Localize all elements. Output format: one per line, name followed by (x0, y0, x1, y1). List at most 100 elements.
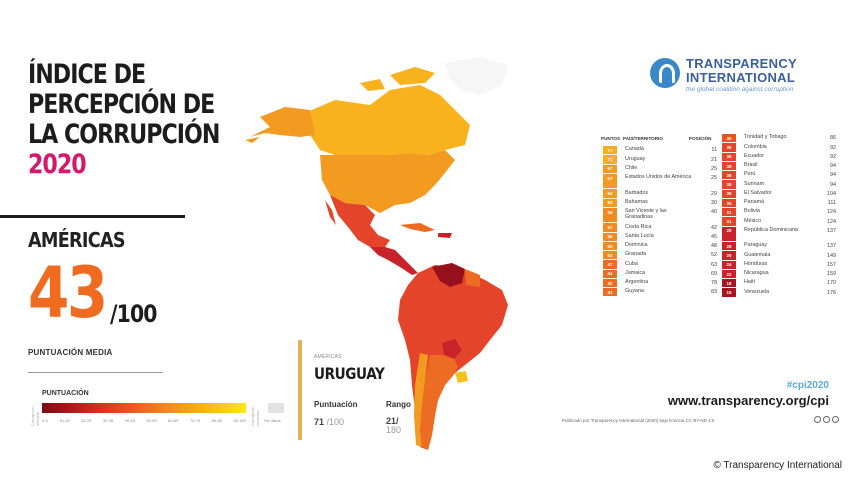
score-swatch: 63 (603, 198, 617, 208)
rank-position: 29 (711, 190, 717, 197)
rank-position: 157 (827, 261, 836, 268)
rank-position: 94 (830, 172, 836, 179)
score-swatch: 22 (722, 269, 736, 279)
score-swatch: 47 (603, 260, 617, 270)
legend-tick: 0-9 (42, 418, 48, 423)
logo-line-2: INTERNATIONAL (686, 70, 796, 85)
rank-position: 45 (711, 233, 717, 240)
image-credit: © Transparency International (713, 460, 842, 471)
score-swatch: 67 (603, 164, 617, 174)
score-swatch: 24 (722, 260, 736, 270)
legend-tick: 80-89 (211, 418, 222, 423)
country-name: Guyana (625, 288, 644, 295)
score-swatch: 64 (603, 189, 617, 199)
country-name: Venezuela (744, 288, 770, 295)
score-swatch: 77 (603, 146, 617, 156)
map-mexico (330, 195, 390, 247)
rank-position: 159 (827, 271, 836, 278)
legend-gradient-bar (42, 403, 246, 413)
callout-rank: 21/180 (386, 417, 401, 435)
website-link[interactable]: www.transparency.org/cpi (667, 393, 829, 408)
score-swatch: 55 (603, 241, 617, 251)
country-name: Bolivia (744, 208, 760, 215)
country-name: Argentina (625, 279, 649, 286)
table-row: 77 Canadá 11 (603, 146, 721, 156)
table-row: 63 Bahamas 30 (603, 198, 721, 208)
score-swatch: 28 (722, 242, 736, 252)
score-swatch: 25 (722, 251, 736, 261)
country-name: Cuba (625, 260, 638, 267)
country-name: Bahamas (625, 198, 648, 205)
score-swatch: 35 (722, 198, 736, 208)
rank-position: 25 (711, 165, 717, 172)
table-row: 53 Granada 52 (603, 251, 721, 261)
table-row: 67 Estados Unidos de América 25 (603, 173, 721, 190)
header-points: PUNTOS (601, 136, 621, 141)
rank-position: 11 (711, 147, 717, 154)
country-name: Honduras (744, 260, 768, 267)
table-row: 31 Bolivia 124 (722, 208, 840, 218)
table-row: 59 San Vicente y las Granadinas 40 (603, 207, 721, 224)
country-name: Brasil (744, 162, 758, 169)
americas-map (245, 57, 508, 450)
score-swatch: 57 (603, 223, 617, 233)
map-greenland (445, 57, 508, 95)
rank-position: 111 (827, 200, 836, 207)
rank-position: 69 (711, 270, 717, 277)
divider (28, 372, 163, 373)
table-row: 15 Venezuela 176 (722, 288, 840, 298)
table-row: 56 Santa Lucía 45 (603, 232, 721, 242)
cc-icon (814, 416, 821, 423)
legend-tick: 70-79 (189, 418, 201, 423)
country-name: Uruguay (625, 155, 646, 162)
callout-score-value: 71 (314, 417, 325, 427)
callout-score-label: Puntuación (314, 400, 358, 409)
cc-nd-icon (832, 416, 839, 423)
table-row: 25 Guatemala 149 (722, 251, 840, 261)
callout-country: URUGUAY (314, 364, 385, 383)
average-score-max: /100 (110, 300, 157, 328)
score-swatch: 40 (722, 134, 736, 144)
score-swatch: 59 (603, 207, 617, 224)
country-name: Perú (744, 171, 756, 178)
table-row: 39 Ecuador 92 (722, 152, 840, 162)
country-name: Costa Rica (625, 223, 652, 230)
score-swatch: 31 (722, 208, 736, 218)
region-label: AMÉRICAS (28, 228, 126, 252)
country-name: Colombia (744, 143, 767, 150)
score-swatch: 56 (603, 232, 617, 242)
score-swatch: 31 (722, 217, 736, 227)
map-central-america (370, 247, 418, 275)
map-paraguay (442, 339, 462, 359)
rank-position: 104 (827, 190, 836, 197)
country-name: Paraguay (744, 242, 768, 249)
table-row: 67 Chile 25 (603, 164, 721, 174)
rank-position: 78 (711, 280, 717, 287)
rank-position: 137 (827, 243, 836, 250)
legend-tick: 10-19 (59, 418, 70, 423)
table-row: 28 República Dominicana 137 (722, 226, 840, 242)
rank-position: 21 (711, 156, 717, 163)
average-score-label: PUNTUACIÓN MEDIA (28, 348, 113, 357)
rank-position: 52 (711, 252, 717, 259)
rank-position: 170 (827, 280, 836, 287)
map-guianas (465, 269, 480, 287)
legend-tick: 90-100 (233, 418, 246, 423)
map-canada (300, 85, 470, 155)
table-row: 42 Argentina 78 (603, 278, 721, 288)
rank-position: 124 (827, 218, 836, 225)
country-name: República Dominicana (744, 226, 798, 233)
table-row: 39 Colombia 92 (722, 143, 840, 153)
table-row: 38 Brasil 94 (722, 161, 840, 171)
rank-position: 48 (711, 243, 717, 250)
country-name: Estados Unidos de América (625, 174, 692, 181)
table-row: 36 El Salvador 104 (722, 189, 840, 199)
country-name: San Vicente y las Granadinas (625, 208, 667, 220)
callout-region: AMÉRICAS (314, 354, 342, 360)
country-name: Nicaragua (744, 270, 769, 277)
score-swatch: 67 (603, 173, 617, 190)
page-title: ÍNDICE DE PERCEPCIÓN DE LA CORRUPCIÓN 20… (28, 60, 225, 180)
table-row: 41 Guyana 83 (603, 288, 721, 298)
rank-position: 94 (830, 181, 836, 188)
table-row: 38 Surinam 94 (722, 180, 840, 190)
